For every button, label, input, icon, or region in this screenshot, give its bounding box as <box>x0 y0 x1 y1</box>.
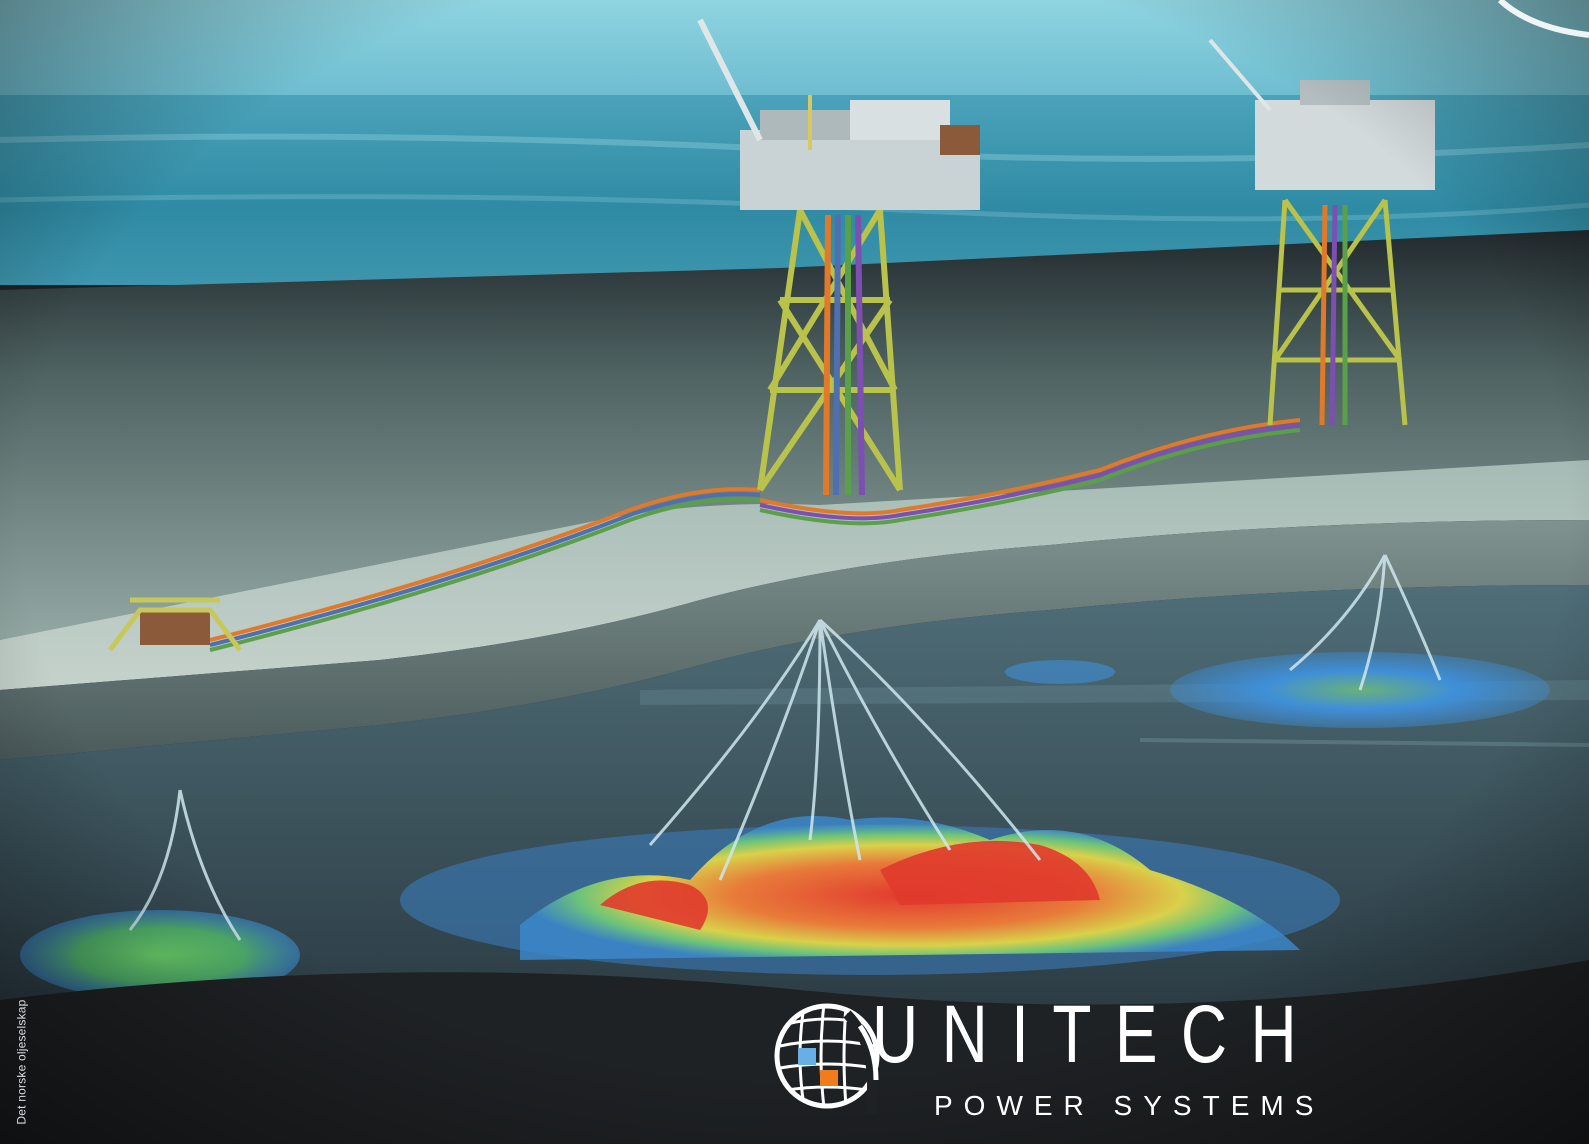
logo-wordmark: UNITECH <box>872 989 1321 1080</box>
unitech-logo: UNITECH POWER SYSTEMS <box>772 984 1372 1134</box>
photo-credit: Det norske oljeselskap <box>0 980 44 1144</box>
globe-grid-icon <box>774 1003 880 1114</box>
photo-credit-text: Det norske oljeselskap <box>15 999 30 1125</box>
logo-tagline: POWER SYSTEMS <box>934 1090 1325 1121</box>
